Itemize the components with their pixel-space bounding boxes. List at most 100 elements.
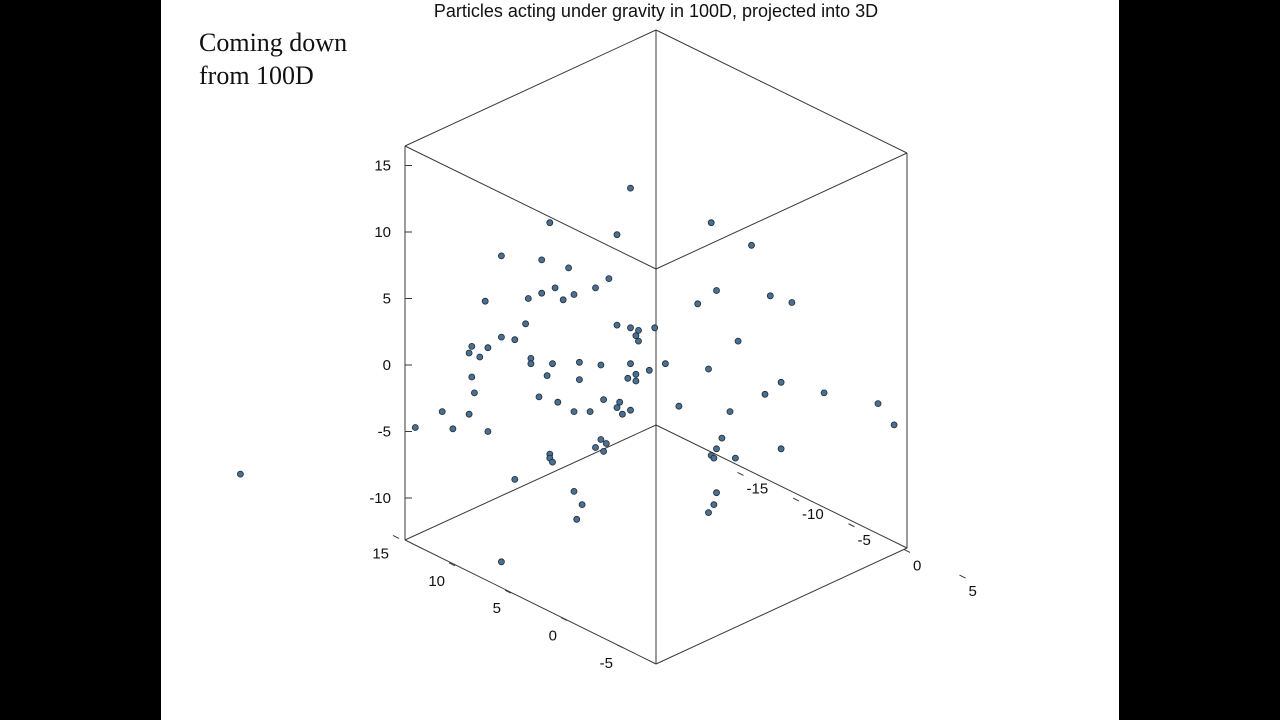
x-tick xyxy=(616,644,624,649)
box-edge xyxy=(404,145,657,270)
particle-point xyxy=(549,458,556,466)
x-tick-label: -5 xyxy=(600,655,613,672)
y-axis: 5 0 -5 -10 -15 xyxy=(737,472,977,600)
particle-point xyxy=(713,445,720,453)
particle-point xyxy=(497,558,505,566)
particle-point xyxy=(632,332,640,340)
particle-point xyxy=(710,454,718,462)
y-tick-label: -15 xyxy=(747,480,769,497)
plot-box xyxy=(404,29,908,665)
box-edge xyxy=(655,152,908,270)
caption-line-2: from 100D xyxy=(199,61,314,90)
particle-point xyxy=(559,296,567,304)
scatter-3d-chart: Particles acting under gravity in 100D, … xyxy=(237,1,977,672)
particle-point xyxy=(675,402,683,410)
particle-point xyxy=(613,404,621,412)
particle-point xyxy=(578,501,586,509)
particle-point xyxy=(618,410,626,418)
particle-point xyxy=(527,360,535,368)
particle-point xyxy=(613,321,621,329)
z-tick-label: 10 xyxy=(374,224,391,241)
particle-point xyxy=(632,377,640,385)
particle-point xyxy=(476,353,484,361)
particle-point xyxy=(597,436,605,443)
x-tick-label: 15 xyxy=(372,545,389,562)
y-tick xyxy=(848,523,855,528)
particle-point xyxy=(551,284,559,292)
particle-point xyxy=(651,324,659,332)
y-tick xyxy=(959,574,966,579)
particle-point xyxy=(694,300,702,308)
y-tick xyxy=(737,472,744,476)
particle-point xyxy=(575,376,583,384)
particle-point xyxy=(777,378,785,386)
particle-point xyxy=(874,400,882,408)
particle-point xyxy=(777,445,785,453)
particle-point xyxy=(546,219,554,227)
particle-point xyxy=(734,337,742,345)
particle-point xyxy=(616,398,624,406)
x-tick xyxy=(392,535,400,539)
particle-point xyxy=(820,389,828,397)
particle-point xyxy=(575,358,583,366)
particle-point xyxy=(726,408,734,416)
particle-point xyxy=(465,349,473,357)
z-tick-label: 5 xyxy=(383,291,391,308)
y-tick-label: -10 xyxy=(802,506,824,523)
x-tick-label: 10 xyxy=(428,573,445,590)
particle-point xyxy=(705,509,712,516)
box-edge xyxy=(404,539,657,665)
particle-point xyxy=(661,360,669,368)
slide-caption: Coming down from 100D xyxy=(199,26,347,92)
z-tick-label: -5 xyxy=(378,424,391,441)
particle-point xyxy=(624,374,632,382)
particle-point xyxy=(627,406,634,414)
particle-point xyxy=(470,389,478,397)
particle-point xyxy=(570,408,578,416)
particle-point xyxy=(573,515,581,523)
particle-point xyxy=(565,264,573,272)
particle-point xyxy=(600,396,608,404)
x-axis: 15 10 5 0 -5 xyxy=(372,535,624,672)
particle-point xyxy=(613,231,621,239)
particle-point xyxy=(627,324,634,332)
x-tick-label: 0 xyxy=(549,628,557,645)
particle-point xyxy=(627,184,634,192)
particle-point xyxy=(524,295,532,302)
particle-point xyxy=(761,390,769,398)
particle-point xyxy=(237,470,244,478)
z-tick-label: -10 xyxy=(369,490,391,507)
particle-point xyxy=(554,398,562,406)
particle-point xyxy=(602,440,610,447)
particle-point xyxy=(411,424,419,431)
particle-point xyxy=(465,410,473,418)
z-axis: 15 10 5 0 -5 -10 xyxy=(369,158,412,507)
particle-point xyxy=(632,370,640,378)
box-edge xyxy=(655,29,908,154)
particle-point xyxy=(718,434,726,442)
particle-point xyxy=(484,344,492,352)
particle-point xyxy=(538,289,546,297)
y-tick-label: 5 xyxy=(969,583,977,600)
particle-point xyxy=(586,408,594,416)
particle-point xyxy=(597,361,605,369)
particle-point xyxy=(543,372,551,380)
particle-point xyxy=(605,275,613,283)
particle-point xyxy=(449,425,457,433)
particle-point xyxy=(713,287,720,294)
particle-point xyxy=(732,454,739,462)
particle-point xyxy=(592,444,599,451)
particle-point xyxy=(511,475,519,483)
z-tick-label: 15 xyxy=(374,158,391,175)
particle-point xyxy=(705,365,712,373)
particle-point xyxy=(627,360,634,368)
y-tick-label: 0 xyxy=(913,557,921,574)
y-tick xyxy=(792,497,800,502)
particle-point xyxy=(570,291,578,298)
particle-point xyxy=(468,342,476,350)
particle-point xyxy=(497,252,505,260)
x-tick-label: 5 xyxy=(493,600,501,617)
particle-point xyxy=(645,366,653,374)
particle-point xyxy=(522,320,530,328)
particle-point xyxy=(481,297,489,305)
